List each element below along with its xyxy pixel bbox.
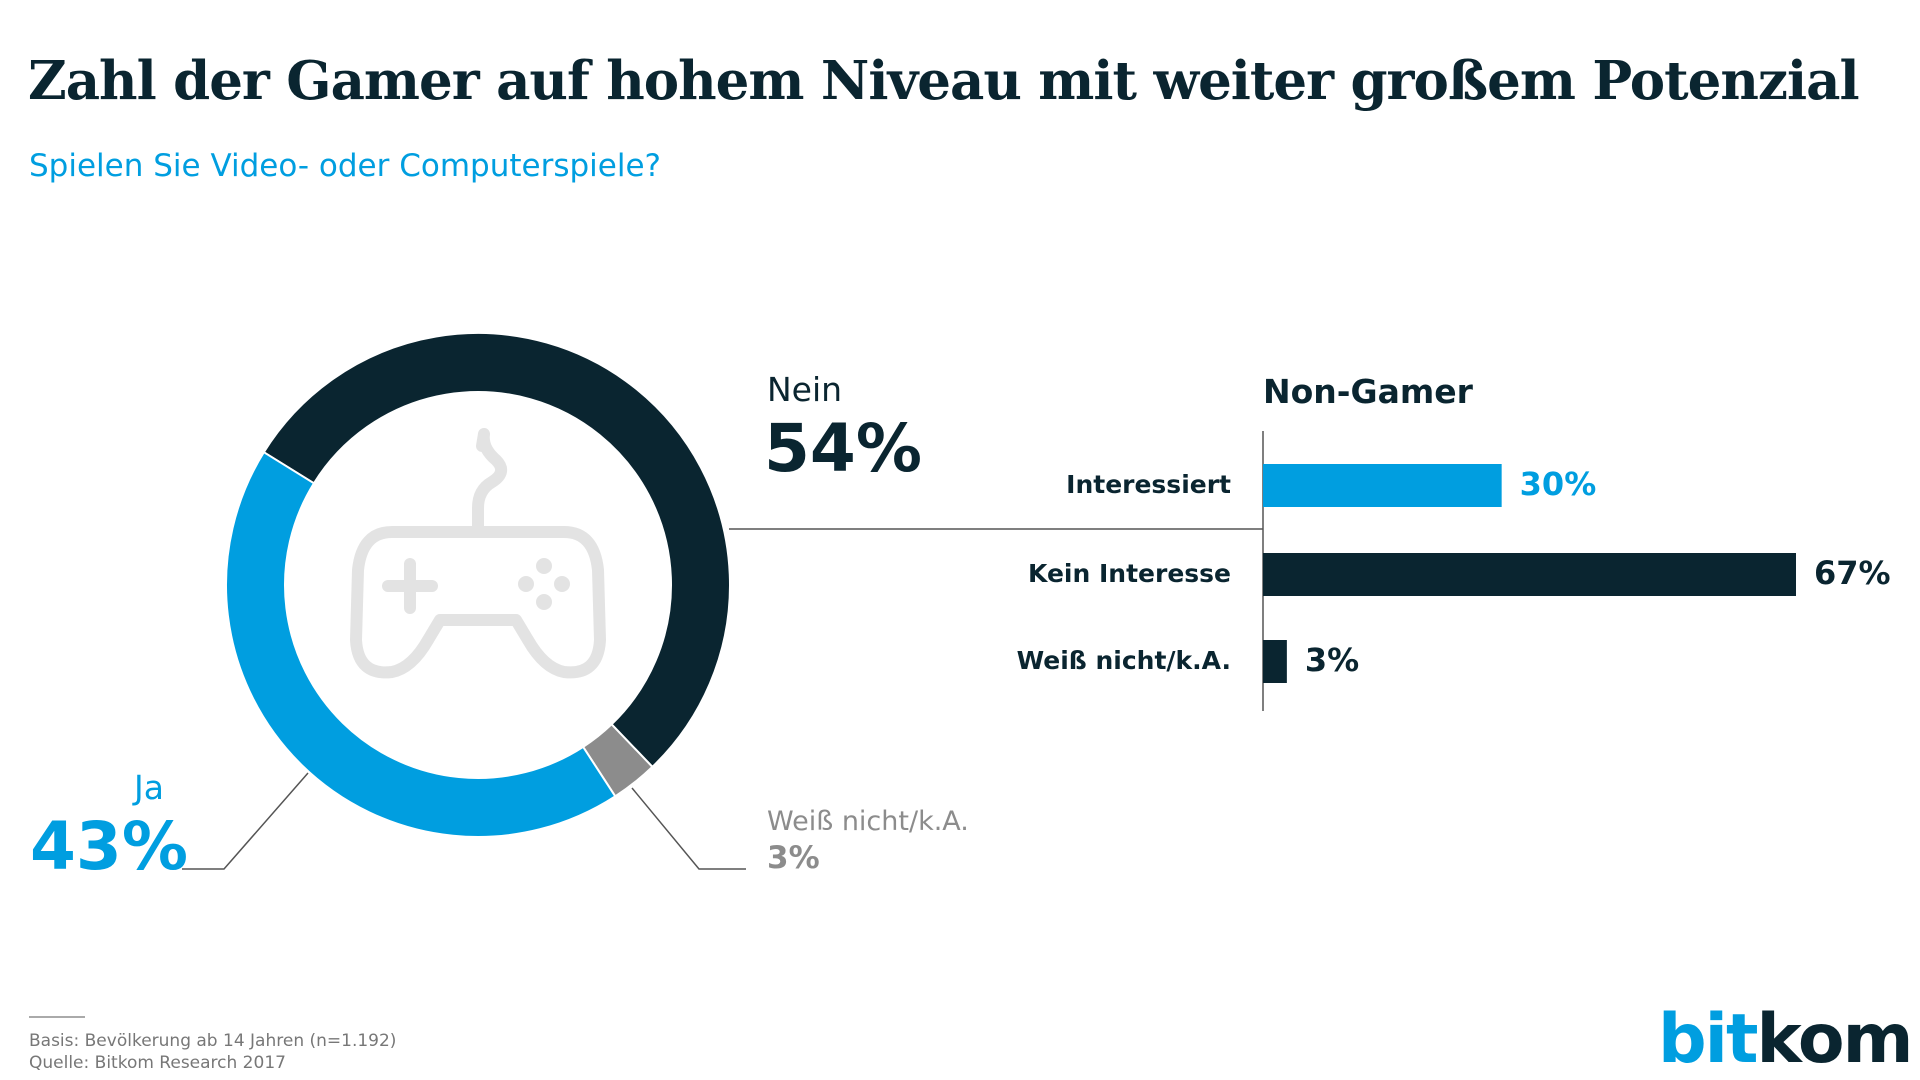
bar-value-label: 30% (1519, 465, 1597, 503)
gamepad-buttons (518, 558, 570, 610)
weiss-value: 3% (767, 840, 820, 876)
footer-basis: Basis: Bevölkerung ab 14 Jahren (n=1.192… (29, 1031, 397, 1051)
bar-1 (1263, 553, 1796, 596)
ja-value: 43% (30, 808, 188, 885)
weiss-connector-line (631, 787, 746, 870)
footer-source: Quelle: Bitkom Research 2017 (29, 1053, 286, 1073)
bar-2 (1263, 640, 1287, 683)
ja-connector-line (182, 772, 309, 870)
donut-slice-2 (225, 450, 617, 838)
logo-part1: bit (1658, 1000, 1758, 1079)
chart-title: Zahl der Gamer auf hohem Niveau mit weit… (28, 50, 1860, 112)
nein-value: 54% (764, 410, 922, 487)
donut-slice-0 (262, 332, 731, 769)
bar-0 (1263, 464, 1502, 507)
chart-subtitle: Spielen Sie Video- oder Computerspiele? (29, 148, 661, 184)
bar-value-label: 3% (1304, 641, 1360, 679)
donut-chart (225, 332, 731, 838)
bar-category-label: Interessiert (1066, 470, 1231, 499)
nein-label: Nein (767, 370, 843, 409)
bar-category-label: Weiß nicht/k.A. (1016, 646, 1231, 675)
bar-chart-title: Non-Gamer (1263, 372, 1473, 411)
bitkom-logo: bitkom (1658, 1000, 1914, 1079)
weiss-label: Weiß nicht/k.A. (767, 806, 969, 837)
bars (1263, 464, 1796, 683)
gamepad-icon (350, 428, 606, 679)
ja-label: Ja (134, 768, 164, 807)
bar-value-label: 67% (1814, 554, 1891, 592)
bar-category-label: Kein Interesse (1028, 559, 1231, 588)
logo-part2: kom (1756, 1000, 1914, 1079)
